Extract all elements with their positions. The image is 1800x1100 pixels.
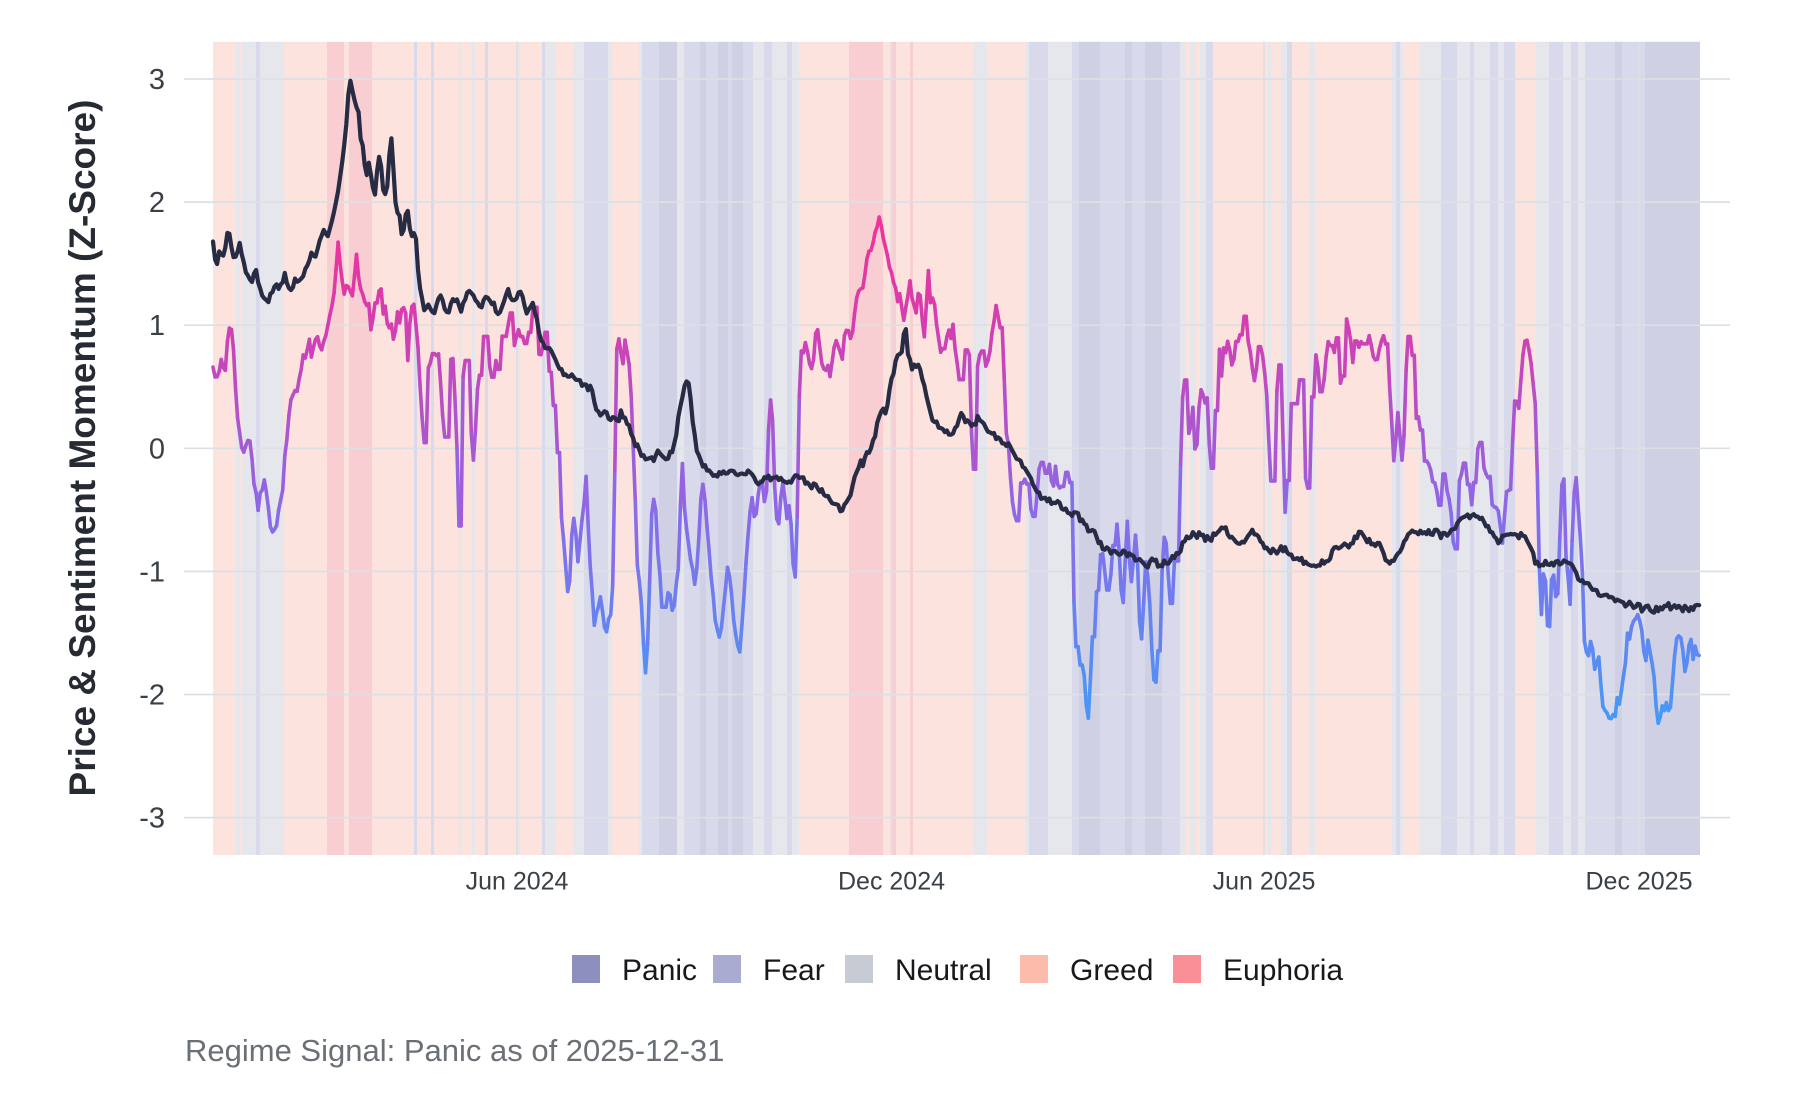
svg-text:3: 3 — [149, 64, 165, 96]
svg-text:Neutral: Neutral — [895, 954, 992, 987]
svg-text:Jun 2024: Jun 2024 — [466, 868, 569, 896]
svg-text:Panic: Panic — [622, 954, 697, 987]
svg-text:Price & Sentiment Momentum (Z-: Price & Sentiment Momentum (Z-Score) — [62, 100, 103, 797]
svg-text:Greed: Greed — [1070, 954, 1153, 987]
svg-text:-1: -1 — [139, 556, 165, 588]
svg-text:-3: -3 — [139, 803, 165, 835]
svg-text:Regime Signal: Panic as of 202: Regime Signal: Panic as of 2025-12-31 — [185, 1033, 724, 1068]
svg-text:Fear: Fear — [763, 954, 825, 987]
svg-text:1: 1 — [149, 310, 165, 342]
svg-text:Dec 2024: Dec 2024 — [838, 868, 945, 896]
svg-text:-2: -2 — [139, 680, 165, 712]
svg-text:Dec 2025: Dec 2025 — [1585, 868, 1692, 896]
svg-text:Euphoria: Euphoria — [1223, 954, 1343, 987]
svg-text:2: 2 — [149, 187, 165, 219]
svg-text:0: 0 — [149, 433, 165, 465]
svg-text:Jun 2025: Jun 2025 — [1213, 868, 1316, 896]
